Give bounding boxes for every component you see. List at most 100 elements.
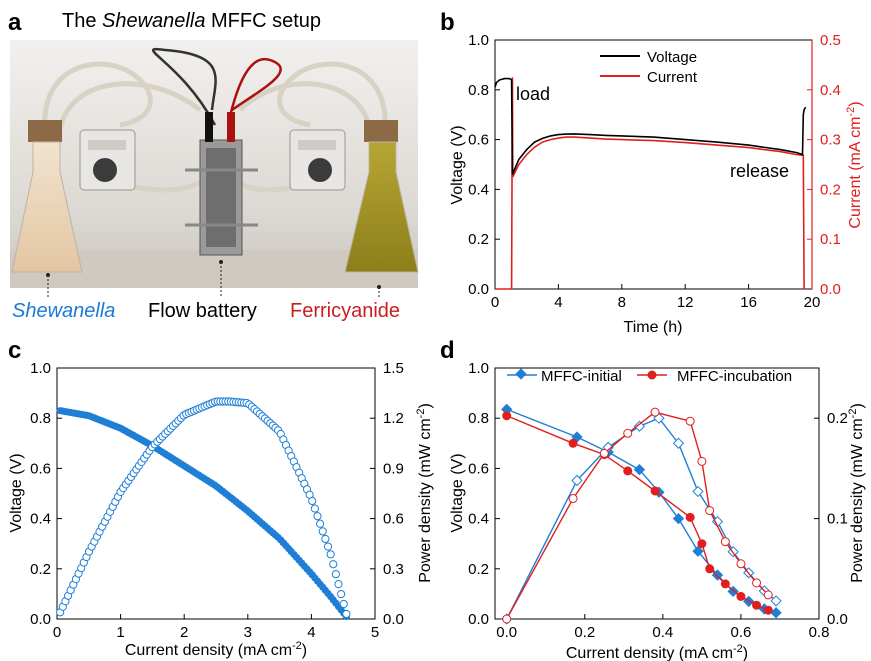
- caption-shewanella: Shewanella: [12, 300, 115, 322]
- power-point: [705, 506, 715, 516]
- voltage-point: [685, 512, 695, 522]
- voltage-point: [623, 466, 633, 476]
- x-axis-label-d: Current density (mA cm-2): [566, 643, 748, 661]
- y-tick-label: 0.2: [30, 561, 51, 578]
- series-voltage-line: [494, 77, 807, 175]
- y2-tick-label: 0.6: [383, 511, 404, 528]
- y-axis-label-d: Voltage (V): [449, 453, 466, 532]
- x-tick-label: 12: [677, 294, 694, 311]
- power-point: [599, 448, 609, 458]
- panel-letter-c: c: [8, 337, 21, 364]
- power-point: [313, 512, 322, 521]
- power-point: [310, 504, 319, 513]
- annotation-release: release: [730, 161, 789, 181]
- legend-label-voltage: Voltage: [647, 49, 697, 66]
- voltage-point: [633, 463, 646, 476]
- power-point: [672, 437, 685, 449]
- voltage-point: [736, 591, 746, 601]
- panel-d: d 0.0 0.2 0.4 0.6 0.80.00.20.40.60.81.00.00.…: [440, 337, 866, 661]
- power-point: [308, 496, 317, 506]
- power-point: [571, 474, 583, 487]
- power-point: [329, 560, 338, 569]
- y-tick-label: 0.0: [468, 281, 489, 298]
- y-axis-label-c: Voltage (V): [8, 453, 25, 532]
- power-point: [339, 599, 348, 609]
- x-tick-label: 0.0: [496, 624, 517, 641]
- power-point: [321, 534, 330, 544]
- y-tick-label: 0.6: [468, 460, 489, 477]
- power-point: [763, 590, 773, 600]
- chart-c-frame: [56, 367, 376, 620]
- panel-c: c 0 1 2 3 4 50.00.20.40.60.81.00.00.30.60.91.…: [8, 337, 434, 659]
- x-tick-label: 2: [180, 624, 188, 641]
- y2-tick-label: 1.5: [383, 360, 404, 377]
- power-point: [316, 519, 325, 528]
- voltage-point: [711, 569, 724, 581]
- y2-tick-label: 0.3: [383, 561, 404, 578]
- voltage-point: [770, 607, 782, 619]
- y-tick-label: 0.2: [468, 231, 489, 248]
- power-point: [736, 559, 746, 569]
- x-tick-label: 3: [244, 624, 252, 641]
- power-point: [685, 416, 695, 426]
- series-voltage-line: [506, 415, 769, 611]
- voltage-point: [568, 438, 578, 448]
- flow-battery-icon: [185, 112, 258, 256]
- x-tick-label: 5: [371, 624, 379, 641]
- power-point: [568, 494, 578, 504]
- chart-c-grid-ticks: 0 1 2 3 4 50.00.20.40.60.81.00.00.30.60.91.21…: [30, 360, 404, 641]
- legend-label-current: Current: [647, 69, 698, 86]
- y2-tick-label: 0.2: [820, 181, 841, 198]
- y-tick-label: 0.4: [468, 511, 489, 528]
- flask-icon: [11, 120, 83, 273]
- x-tick-label: 0: [491, 294, 499, 311]
- panel-letter-d: d: [440, 337, 455, 364]
- chart-d-frame: [494, 367, 820, 620]
- y2-tick-label: 0.0: [820, 281, 841, 298]
- y-tick-label: 1.0: [468, 32, 489, 49]
- x-tick-label: 16: [740, 294, 757, 311]
- y-tick-label: 0.6: [468, 132, 489, 149]
- setup-photo: [10, 40, 419, 297]
- chart-b-grid-ticks: 0 4 8 12 16 200.00.20.40.60.81.00.00.10.20.30…: [468, 32, 841, 311]
- y2-tick-label: 0.3: [820, 132, 841, 149]
- panel-a: a The Shewanella MFFC setup: [8, 9, 419, 322]
- x-tick-label: 0.6: [730, 624, 751, 641]
- y2-axis-label-c: Power density (mW cm-2): [415, 403, 434, 583]
- power-point: [502, 614, 512, 624]
- y2-axis-label-b: Current (mA cm-2): [845, 101, 864, 228]
- voltage-point: [720, 579, 730, 589]
- voltage-point: [502, 411, 512, 421]
- power-point: [692, 485, 704, 498]
- y2-tick-label: 0.2: [827, 410, 848, 427]
- panel-a-title: The Shewanella MFFC setup: [62, 10, 321, 32]
- y2-axis-label-d: Power density (mW cm-2): [847, 403, 866, 583]
- annotation-load: load: [516, 84, 550, 104]
- chart-d-legend: MFFC-initial MFFC-incubation: [507, 368, 792, 385]
- x-tick-label: 1: [116, 624, 124, 641]
- series-voltage-line: [506, 408, 777, 614]
- y2-tick-label: 0.0: [383, 611, 404, 628]
- power-point: [326, 550, 335, 559]
- x-tick-label: 0: [53, 624, 61, 641]
- power-point: [697, 456, 707, 466]
- y-tick-label: 0.4: [468, 181, 489, 198]
- pump-icon: [79, 129, 136, 191]
- series-current-line: [495, 77, 806, 290]
- y-tick-label: 0.8: [30, 410, 51, 427]
- y-tick-label: 1.0: [468, 360, 489, 377]
- y2-tick-label: 0.1: [827, 511, 848, 528]
- y2-tick-label: 1.2: [383, 410, 404, 427]
- y2-tick-label: 0.0: [827, 611, 848, 628]
- power-point: [342, 609, 351, 619]
- legend-label-initial: MFFC-initial: [541, 368, 622, 385]
- power-point: [323, 542, 333, 551]
- voltage-point: [763, 605, 773, 615]
- y-axis-label-b: Voltage (V): [449, 125, 466, 204]
- y-tick-label: 0.0: [468, 611, 489, 628]
- x-axis-label-b: Time (h): [624, 319, 683, 336]
- y2-tick-label: 0.9: [383, 460, 404, 477]
- y-tick-label: 0.0: [30, 611, 51, 628]
- x-tick-label: 4: [307, 624, 315, 641]
